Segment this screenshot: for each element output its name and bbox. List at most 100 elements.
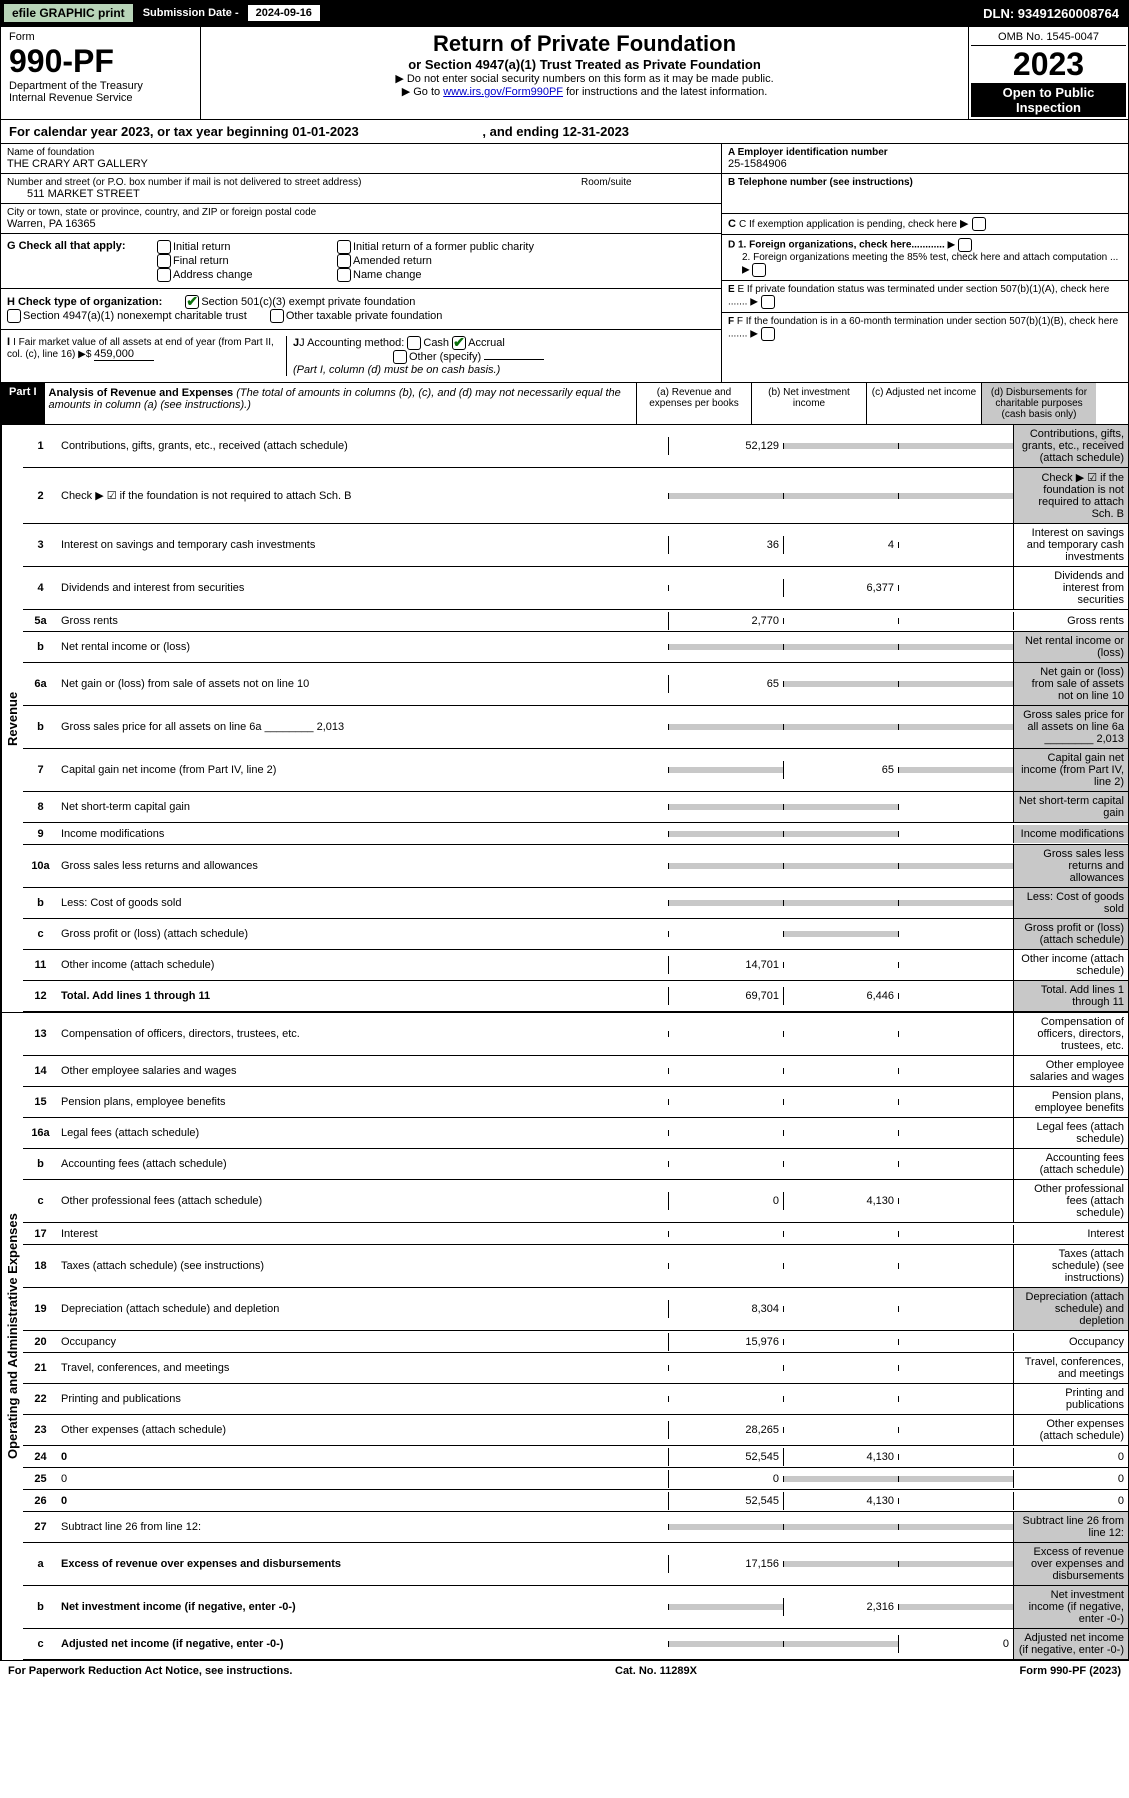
- table-row: 17InterestInterest: [23, 1223, 1128, 1245]
- cell-d: Taxes (attach schedule) (see instruction…: [1013, 1245, 1128, 1287]
- cell-a: [668, 1031, 783, 1037]
- cell-a: [668, 804, 783, 810]
- cell-b: 65: [783, 761, 898, 779]
- row-description: Other employee salaries and wages: [58, 1062, 668, 1080]
- revenue-section: Revenue 1Contributions, gifts, grants, e…: [0, 425, 1129, 1013]
- check-final-return[interactable]: [157, 254, 171, 268]
- row-description: Net short-term capital gain: [58, 798, 668, 816]
- info-left-col: Name of foundation THE CRARY ART GALLERY…: [1, 144, 721, 382]
- cell-d: 0: [1013, 1492, 1128, 1510]
- g4: Initial return of a former public charit…: [353, 241, 534, 253]
- row-number: 10a: [23, 857, 58, 875]
- cell-c: [898, 962, 1013, 968]
- cal-end: 12-31-2023: [563, 124, 630, 139]
- cell-c: [898, 724, 1013, 730]
- table-row: 12Total. Add lines 1 through 1169,7016,4…: [23, 981, 1128, 1012]
- table-row: 11Other income (attach schedule)14,701Ot…: [23, 950, 1128, 981]
- j3: Other (specify): [409, 351, 481, 363]
- cell-a: 15,976: [668, 1333, 783, 1351]
- d1-label: D 1. Foreign organizations, check here..…: [728, 240, 945, 251]
- check-501c3[interactable]: [185, 295, 199, 309]
- cell-d: Printing and publications: [1013, 1384, 1128, 1414]
- table-row: 6aNet gain or (loss) from sale of assets…: [23, 663, 1128, 706]
- check-4947[interactable]: [7, 309, 21, 323]
- cell-d: Net short-term capital gain: [1013, 792, 1128, 822]
- efile-print-button[interactable]: efile GRAPHIC print: [2, 2, 135, 24]
- row-number: 14: [23, 1062, 58, 1080]
- row-description: Interest: [58, 1225, 668, 1243]
- irs-link[interactable]: www.irs.gov/Form990PF: [443, 86, 563, 98]
- open-public: Open to Public Inspection: [971, 83, 1126, 117]
- check-exemption-pending[interactable]: [972, 217, 986, 231]
- check-initial-return[interactable]: [157, 240, 171, 254]
- row-number: 18: [23, 1257, 58, 1275]
- room-label: Room/suite: [581, 177, 632, 188]
- cell-d: Legal fees (attach schedule): [1013, 1118, 1128, 1148]
- check-name-change[interactable]: [337, 268, 351, 282]
- check-foreign-org[interactable]: [958, 238, 972, 252]
- cell-d: Accounting fees (attach schedule): [1013, 1149, 1128, 1179]
- open-pub-1: Open to Public: [973, 85, 1124, 100]
- check-accrual[interactable]: [452, 336, 466, 350]
- cell-d: Other employee salaries and wages: [1013, 1056, 1128, 1086]
- cell-c: [898, 1068, 1013, 1074]
- table-row: 14Other employee salaries and wagesOther…: [23, 1056, 1128, 1087]
- h1: Section 501(c)(3) exempt private foundat…: [201, 296, 415, 308]
- cell-a: [668, 1263, 783, 1269]
- row-description: Pension plans, employee benefits: [58, 1093, 668, 1111]
- cell-c: [898, 1161, 1013, 1167]
- table-row: a Excess of revenue over expenses and dis…: [23, 1543, 1128, 1586]
- g2: Final return: [173, 255, 229, 267]
- g6: Name change: [353, 269, 422, 281]
- cell-d: Excess of revenue over expenses and disb…: [1013, 1543, 1128, 1585]
- row-description: Income modifications: [58, 825, 668, 843]
- check-other-taxable[interactable]: [270, 309, 284, 323]
- j-label: J Accounting method:: [299, 337, 404, 349]
- row-number: 5a: [23, 612, 58, 630]
- table-row: 13Compensation of officers, directors, t…: [23, 1013, 1128, 1056]
- part1-badge: Part I: [1, 383, 45, 424]
- cell-a: 2,770: [668, 612, 783, 630]
- cell-a: 0: [668, 1470, 783, 1488]
- row-number: 1: [23, 437, 58, 455]
- check-amended[interactable]: [337, 254, 351, 268]
- row-number: b: [23, 1598, 58, 1616]
- row-number: 25: [23, 1470, 58, 1488]
- f-label: F If the foundation is in a 60-month ter…: [728, 316, 1118, 340]
- table-row: 23Other expenses (attach schedule)28,265…: [23, 1415, 1128, 1446]
- table-row: 16aLegal fees (attach schedule)Legal fee…: [23, 1118, 1128, 1149]
- cell-a: 52,129: [668, 437, 783, 455]
- row-description: 0: [58, 1448, 668, 1466]
- check-initial-former[interactable]: [337, 240, 351, 254]
- cal-begin: 01-01-2023: [292, 124, 359, 139]
- d2-label: 2. Foreign organizations meeting the 85%…: [742, 252, 1118, 263]
- table-row: 15Pension plans, employee benefitsPensio…: [23, 1087, 1128, 1118]
- row-number: b: [23, 718, 58, 736]
- row-number: a: [23, 1555, 58, 1573]
- check-85-test[interactable]: [752, 263, 766, 277]
- cell-d: Subtract line 26 from line 12:: [1013, 1512, 1128, 1542]
- dept-treasury: Department of the Treasury: [9, 80, 192, 92]
- cell-d: Gross rents: [1013, 612, 1128, 630]
- check-other-method[interactable]: [393, 350, 407, 364]
- form-header: Form 990-PF Department of the Treasury I…: [0, 26, 1129, 120]
- cell-a: [668, 900, 783, 906]
- cell-d: Adjusted net income (if negative, enter …: [1013, 1629, 1128, 1659]
- cell-b: [783, 863, 898, 869]
- cell-b: 4: [783, 536, 898, 554]
- row-number: 6a: [23, 675, 58, 693]
- table-row: 20Occupancy15,976Occupancy: [23, 1331, 1128, 1353]
- cell-a: [668, 863, 783, 869]
- cell-b: [783, 1263, 898, 1269]
- check-cash[interactable]: [407, 336, 421, 350]
- check-address-change[interactable]: [157, 268, 171, 282]
- main-title: Return of Private Foundation: [205, 31, 964, 57]
- check-60month[interactable]: [761, 327, 775, 341]
- row-description: Dividends and interest from securities: [58, 579, 668, 597]
- check-terminated[interactable]: [761, 295, 775, 309]
- revenue-side-label: Revenue: [1, 425, 23, 1012]
- row-number: 27: [23, 1518, 58, 1536]
- cell-a: [668, 931, 783, 937]
- cell-d: Other professional fees (attach schedule…: [1013, 1180, 1128, 1222]
- g1: Initial return: [173, 241, 230, 253]
